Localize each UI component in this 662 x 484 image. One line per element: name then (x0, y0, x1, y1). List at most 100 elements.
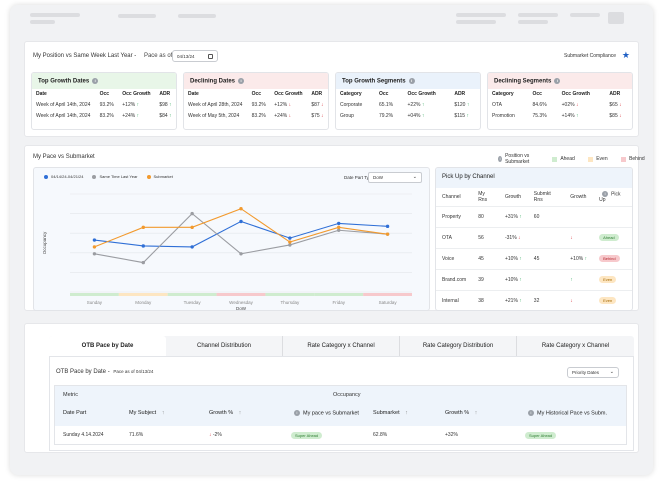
table-cell: 62.8% (373, 432, 387, 438)
table-row[interactable]: Week of April 14th, 2024 83.2% +24% ↑ $84 ↑ (32, 110, 176, 121)
sort-icon[interactable]: ↑ (473, 410, 478, 416)
column-header[interactable]: Growth % ↑ (209, 410, 241, 416)
table-row[interactable]: Internal 38 +21% ↑ 32 ↓ Even (436, 289, 632, 310)
column-header[interactable]: i My Historical Pace vs Subm. (525, 410, 607, 416)
otb-section: OTB Pace by Date Channel Distribution Rate… (24, 323, 639, 453)
x-tick-label: Sunday (87, 300, 103, 305)
cell-value: Ahead (599, 234, 619, 241)
table-cell: Even (593, 268, 632, 290)
cell-value: $65 (609, 101, 618, 108)
cell-value: $120 (454, 101, 466, 108)
behind-label: Behind (629, 156, 645, 162)
pace-date-input[interactable]: 04/13/24 (172, 50, 218, 62)
arrow-up-icon: ↑ (517, 276, 522, 283)
user-menu-button[interactable] (608, 12, 624, 24)
chart-panel: 04/14/24-04/21/24 Same Time Last Year Su… (33, 167, 430, 311)
ahead-label: Ahead (560, 156, 575, 162)
column-header[interactable]: Date Part (63, 410, 86, 416)
column-header[interactable]: Submarket ↑ (373, 410, 408, 416)
info-icon[interactable]: i (238, 78, 245, 84)
card-header: Top Growth Dates i (32, 73, 176, 89)
column-header[interactable]: Growth % ↑ (445, 410, 477, 416)
title-vs: vs (58, 154, 65, 160)
info-icon[interactable]: i (498, 156, 503, 162)
date-part-select[interactable]: DoW ⌄ (368, 172, 422, 183)
table-row[interactable]: OTA 56 -31% ↓ ↓ Ahead (436, 226, 632, 248)
tab-4[interactable]: Rate Category x Channel (541, 343, 610, 349)
table-row[interactable]: Corporate 65.1% +22% ↑ $120 ↑ (336, 99, 480, 110)
data-point (288, 243, 292, 247)
cell-value: -2% (212, 432, 222, 438)
column-label: Pick Up (599, 190, 621, 203)
table-cell: +04% ↑ (404, 110, 451, 121)
column-header: ADR (609, 91, 621, 97)
arrow-up-icon: ↑ (420, 112, 425, 119)
x-axis-label: DoW (236, 306, 247, 311)
title-vs: vs (65, 53, 72, 59)
position-legend: i Position vs Submarket Ahead Even Behin… (495, 153, 645, 165)
top-bar (10, 5, 653, 33)
y-axis-label: Occupancy (42, 231, 47, 254)
column-header[interactable]: i My pace vs Submarket (291, 410, 359, 416)
cell-value: Super Ahead (291, 432, 323, 439)
table-cell: OTA (436, 226, 473, 248)
column-header: Occ Growth (407, 91, 436, 97)
info-icon[interactable]: i (602, 190, 609, 197)
column-header: Category (340, 91, 362, 97)
table-row[interactable]: Sunday 4.14.2024 71.6% ↓ -2% Super Ahead 62.… (55, 426, 626, 444)
table-cell: Brand.com (436, 268, 473, 290)
tab-1[interactable]: Channel Distribution (166, 336, 283, 356)
arrow-up-icon: ↑ (465, 112, 469, 119)
table-row[interactable]: Property 80 +31% ↑ 60 (436, 205, 632, 227)
data-point (92, 245, 97, 249)
table-cell: 93.2% (248, 99, 271, 110)
table-row[interactable]: Voice 45 +10% ↑ 45 +10% ↑ Behind (436, 247, 632, 269)
tab-0[interactable]: OTB Pace by Date (49, 336, 166, 356)
info-icon[interactable]: i (554, 78, 561, 84)
column-label: Growth (570, 193, 587, 200)
sort-icon[interactable]: ↑ (237, 410, 242, 416)
star-icon[interactable]: ★ (621, 50, 630, 60)
column-header: Occ (251, 91, 262, 97)
cell-value: 45 (478, 255, 484, 262)
column-header: My Rns (472, 188, 499, 206)
info-icon[interactable]: i (528, 410, 534, 416)
info-icon[interactable]: i (294, 410, 300, 416)
table-cell: $85 ↓ (605, 110, 632, 121)
sort-icon[interactable]: ↑ (403, 410, 408, 416)
table-row[interactable]: Group 79.2% +04% ↑ $115 ↑ (336, 110, 480, 121)
sort-icon[interactable]: ↑ (160, 410, 165, 416)
arrow-up-icon: ↑ (465, 101, 470, 108)
info-icon[interactable]: i (92, 78, 99, 84)
position-band (363, 293, 412, 296)
arrow-up-icon: ↑ (517, 255, 522, 262)
column-header: Occ (532, 91, 542, 97)
column-header[interactable]: My Subject ↑ (129, 410, 165, 416)
data-point (92, 252, 97, 256)
table-row[interactable]: Week of April 14th, 2024 93.2% +12% ↑ $98 ↑ (32, 99, 176, 110)
table-row[interactable]: Week of May 5th, 2024 83.2% +24% ↓ $75 ↓ (184, 110, 328, 121)
table-cell: ↑ (564, 268, 594, 290)
priority-dates-select[interactable]: Priority Dates ⌄ (567, 367, 619, 378)
tab-3[interactable]: Rate Category Distribution (400, 336, 517, 356)
table-row[interactable]: Brand.com 39 +10% ↑ ↑ Even (436, 268, 632, 290)
cell-value: +04% (407, 112, 421, 119)
line-chart: Sunday Monday Tuesday Wednesday Thursday Frid… (42, 193, 412, 311)
data-point (239, 252, 243, 256)
table-row[interactable]: OTA 84.6% +02% ↓ $65 ↓ (488, 99, 632, 110)
nav-placeholder (570, 13, 600, 17)
x-tick-label: Wednesday (229, 300, 253, 305)
arrow-up-icon: ↑ (517, 213, 522, 220)
table-row[interactable]: Promotion 75.3% +14% ↑ $85 ↓ (488, 110, 632, 121)
column-header: i Pick Up (593, 188, 632, 206)
metric-card: Top Growth Segments i Category Occ Occ Growt… (335, 72, 481, 130)
table-cell: $65 ↓ (605, 99, 632, 110)
info-icon[interactable]: i (408, 78, 415, 84)
cell-value: +14% (561, 112, 575, 119)
tab-2[interactable]: Rate Category x Channel (283, 336, 400, 356)
table-row[interactable]: Week of April 28th, 2024 93.2% +12% ↓ $87 ↓ (184, 99, 328, 110)
metric-card: Declining Dates i Date Occ Occ Growth ADR Week… (183, 72, 329, 130)
table-cell: +24% ↑ (118, 110, 155, 121)
position-section: My Position vs Same Week Last Year - Pac… (24, 41, 639, 137)
cell-value: Voice (442, 255, 455, 262)
